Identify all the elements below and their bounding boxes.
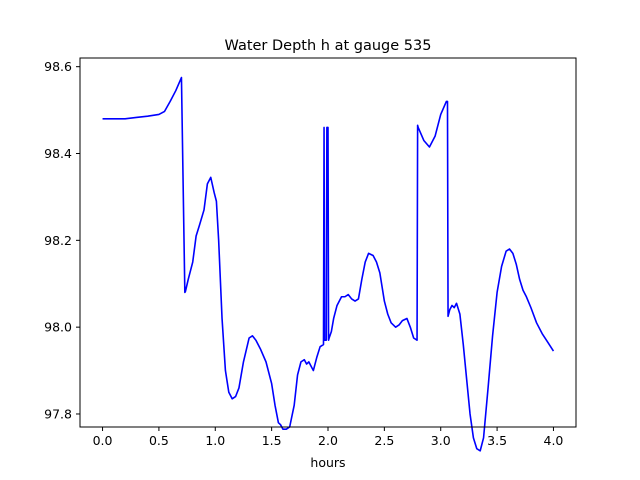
y-tick-label: 97.8 — [44, 406, 72, 421]
x-tick-label: 3.0 — [431, 433, 451, 448]
x-tick-label: 2.5 — [374, 433, 394, 448]
x-tick-label: 0.0 — [93, 433, 113, 448]
series-line — [102, 76, 555, 452]
y-tick-label: 98.2 — [44, 233, 72, 248]
plot-area — [79, 57, 577, 452]
y-tick-label: 98.0 — [44, 320, 72, 335]
y-tick-label: 98.4 — [44, 146, 72, 161]
x-tick-label: 2.0 — [318, 433, 338, 448]
x-tick-label: 1.5 — [262, 433, 282, 448]
x-tick-label: 4.0 — [544, 433, 564, 448]
x-axis-label: hours — [310, 455, 345, 470]
y-axis: 97.8 98.0 98.2 98.4 98.6 — [44, 59, 80, 421]
x-tick-label: 0.5 — [149, 433, 169, 448]
x-tick-label: 3.5 — [487, 433, 507, 448]
series-layer — [102, 76, 555, 452]
x-tick-label: 1.0 — [205, 433, 225, 448]
y-tick-label: 98.6 — [44, 59, 72, 74]
chart-title: Water Depth h at gauge 535 — [225, 38, 432, 54]
x-axis: 0.0 0.5 1.0 1.5 2.0 2.5 3.0 3.5 4.0 — [93, 427, 564, 448]
